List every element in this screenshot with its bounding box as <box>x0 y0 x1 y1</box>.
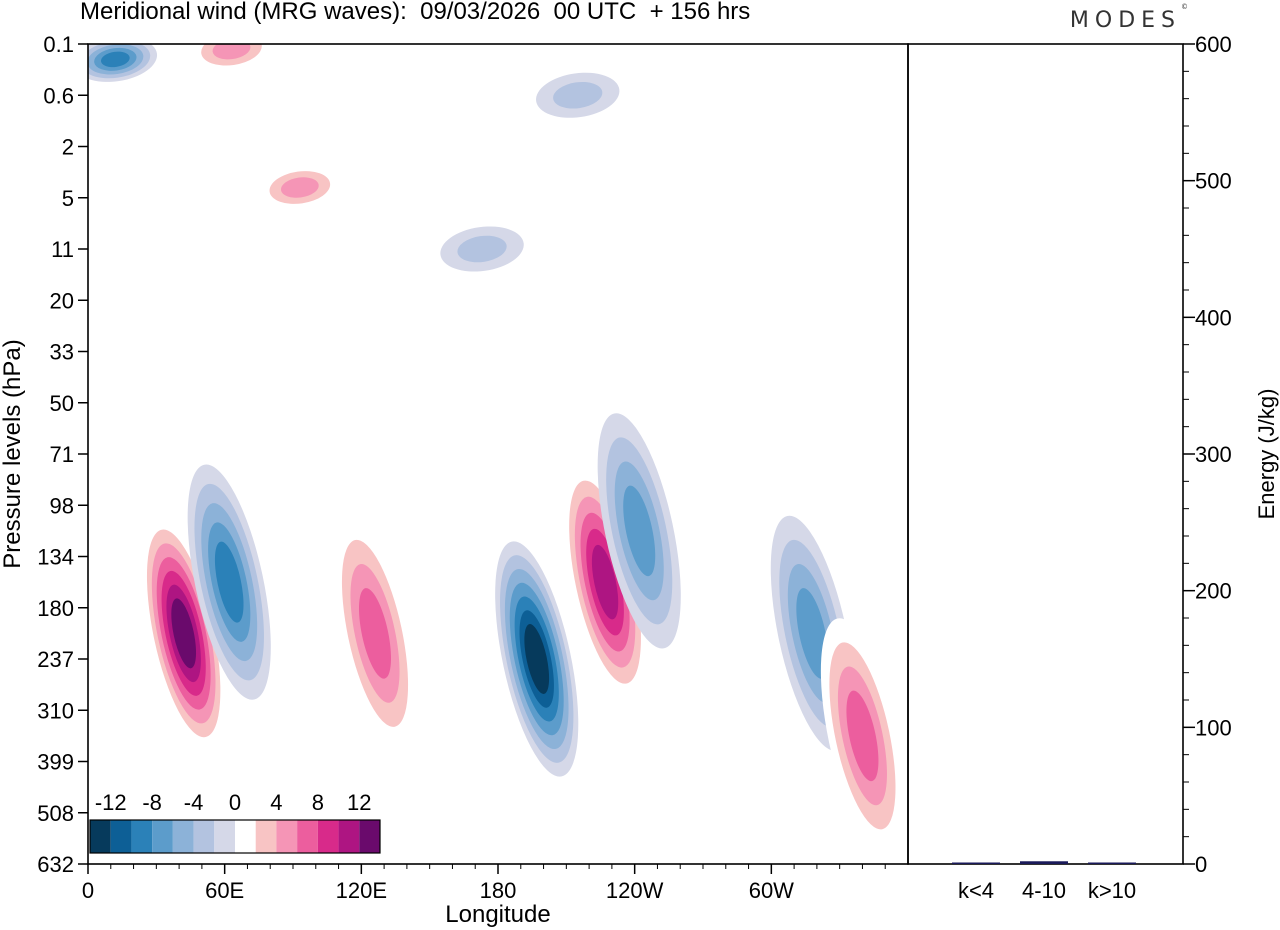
wind-feature-pos-40W <box>820 618 905 854</box>
wind-feature-neg-upper-200W <box>536 72 620 118</box>
wind-feature-neg-strat-11hPa <box>440 226 524 272</box>
colorbar-swatch <box>297 820 318 853</box>
colorbar-swatch <box>214 820 235 853</box>
contour-band <box>846 690 879 782</box>
colorbar-swatch <box>317 820 339 853</box>
y-tick-label: 2 <box>62 135 74 160</box>
contour-band <box>280 177 319 198</box>
y-tick-label: 20 <box>50 288 74 313</box>
y-tick-label: 237 <box>37 647 74 672</box>
colorbar-swatch <box>90 820 111 853</box>
energy-category-label: 4-10 <box>1022 878 1066 903</box>
colorbar: -12 -8 -4 0 4 8 12 <box>89 790 381 854</box>
energy-bar <box>1020 861 1068 864</box>
colorbar-tick-label: -8 <box>142 790 162 815</box>
energy-tick-label: 400 <box>1195 305 1232 330</box>
wind-feature-pos-upper-60E <box>189 44 274 72</box>
colorbar-swatch <box>131 820 153 853</box>
contour-band <box>457 235 507 263</box>
contour-band <box>358 588 392 679</box>
energy-tick-label: 500 <box>1195 169 1232 194</box>
wind-feature-neg-upper-left <box>88 44 158 82</box>
y-tick-label: 11 <box>51 237 74 262</box>
colorbar-swatch <box>338 820 360 853</box>
colorbar-swatch <box>172 820 194 853</box>
y-tick-label: 33 <box>50 340 74 365</box>
y-tick-label: 310 <box>37 698 74 723</box>
y-tick-label: 399 <box>37 750 74 775</box>
y-tick-label: 98 <box>50 493 74 518</box>
colorbar-swatch <box>110 820 132 853</box>
wind-feature-neg-60E <box>187 464 271 700</box>
energy-axis-label: Energy (J/kg) <box>1254 389 1279 520</box>
modes-logo: MODES© <box>1069 2 1188 33</box>
wind-feature-pos-strat-5hPa <box>258 164 342 211</box>
colorbar-tick-label: -4 <box>184 790 204 815</box>
colorbar-tick-label: 0 <box>229 790 241 815</box>
y-tick-label: 180 <box>37 596 74 621</box>
contour-band <box>591 544 619 620</box>
x-tick-label: 120W <box>606 878 664 903</box>
y-tick-label: 50 <box>50 391 74 416</box>
y-tick-label: 5 <box>62 186 74 211</box>
wind-feature-pos-120E <box>333 515 417 751</box>
wind-feature-neg-min-180 <box>495 541 579 777</box>
chart-title: Meridional wind (MRG waves): 09/03/2026 … <box>80 0 751 25</box>
colorbar-swatch <box>255 820 277 853</box>
energy-tick-label: 200 <box>1195 579 1232 604</box>
contour-band <box>171 598 197 669</box>
contour-band <box>100 51 130 68</box>
y-tick-label: 71 <box>50 442 74 467</box>
energy-bar <box>1088 862 1136 864</box>
y-axis-label: Pressure levels (hPa) <box>0 339 26 568</box>
y-tick-label: 508 <box>37 801 74 826</box>
wind-field <box>88 44 905 854</box>
contour-band <box>524 624 550 694</box>
wind-feature-neg-145W <box>597 413 681 649</box>
x-axis-label: Longitude <box>445 901 550 928</box>
energy-tick-label: 0 <box>1195 852 1207 877</box>
wind-feature-pos-max-40E <box>142 515 226 751</box>
contour-band <box>623 485 656 577</box>
contour-band <box>553 81 603 109</box>
x-tick-label: 60W <box>749 878 794 903</box>
y-tick-label: 0.6 <box>43 83 74 108</box>
contour-band <box>796 588 829 679</box>
energy-frame <box>907 43 1184 865</box>
x-tick-label: 0 <box>82 878 94 903</box>
contour-band <box>214 541 244 623</box>
colorbar-frame <box>89 819 381 854</box>
y-tick-label: 134 <box>37 545 74 570</box>
energy-category-label: k>10 <box>1088 878 1136 903</box>
colorbar-swatch <box>276 820 298 853</box>
energy-tick-label: 300 <box>1195 442 1232 467</box>
colorbar-tick-label: -12 <box>95 790 127 815</box>
colorbar-swatch <box>193 820 215 853</box>
x-tick-label: 120E <box>336 878 387 903</box>
energy-bar <box>952 862 1000 864</box>
colorbar-tick-label: 4 <box>270 790 282 815</box>
colorbar-tick-label: 8 <box>312 790 324 815</box>
colorbar-tick-label: 12 <box>347 790 371 815</box>
wind-feature-pos-165W <box>563 464 647 700</box>
x-tick-label: 180 <box>480 878 517 903</box>
energy-category-label: k<4 <box>958 878 994 903</box>
y-tick-label: 632 <box>37 852 74 877</box>
y-tick-label: 0.1 <box>43 32 74 57</box>
colorbar-swatch <box>359 820 380 853</box>
energy-tick-label: 600 <box>1195 32 1232 57</box>
colorbar-swatch <box>152 820 173 853</box>
x-tick-label: 60E <box>205 878 244 903</box>
energy-tick-label: 100 <box>1195 715 1232 740</box>
colorbar-swatch <box>235 820 256 853</box>
